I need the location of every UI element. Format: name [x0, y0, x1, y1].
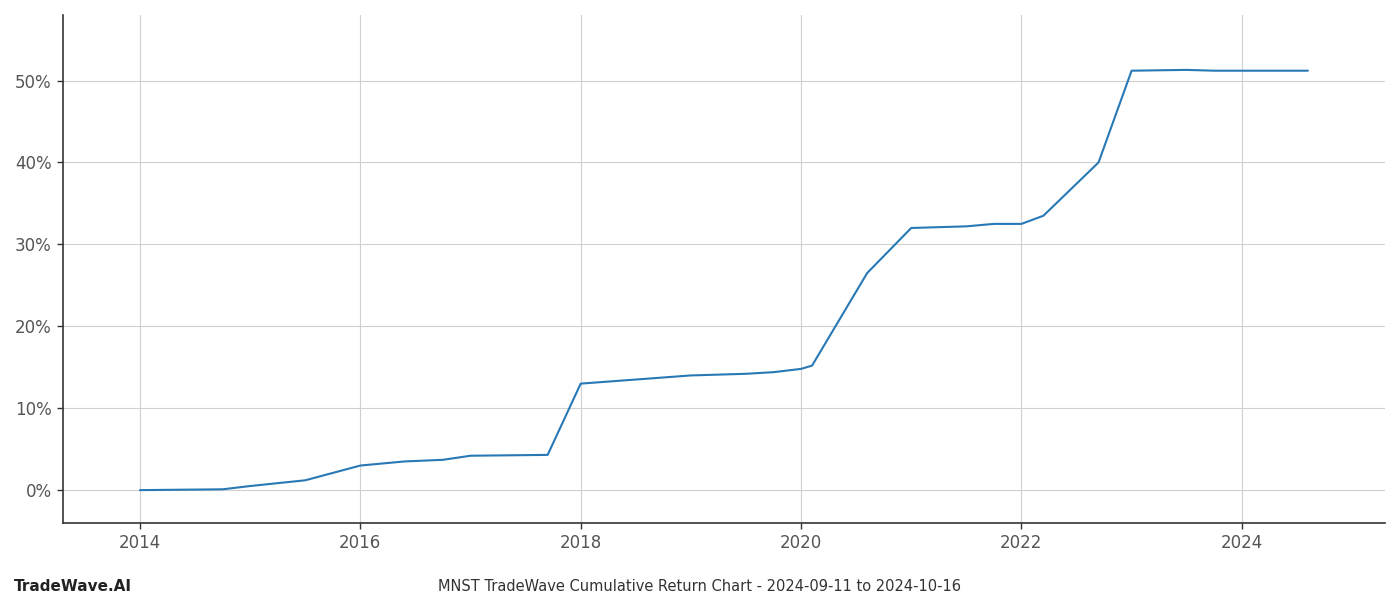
- Text: TradeWave.AI: TradeWave.AI: [14, 579, 132, 594]
- Text: MNST TradeWave Cumulative Return Chart - 2024-09-11 to 2024-10-16: MNST TradeWave Cumulative Return Chart -…: [438, 579, 962, 594]
